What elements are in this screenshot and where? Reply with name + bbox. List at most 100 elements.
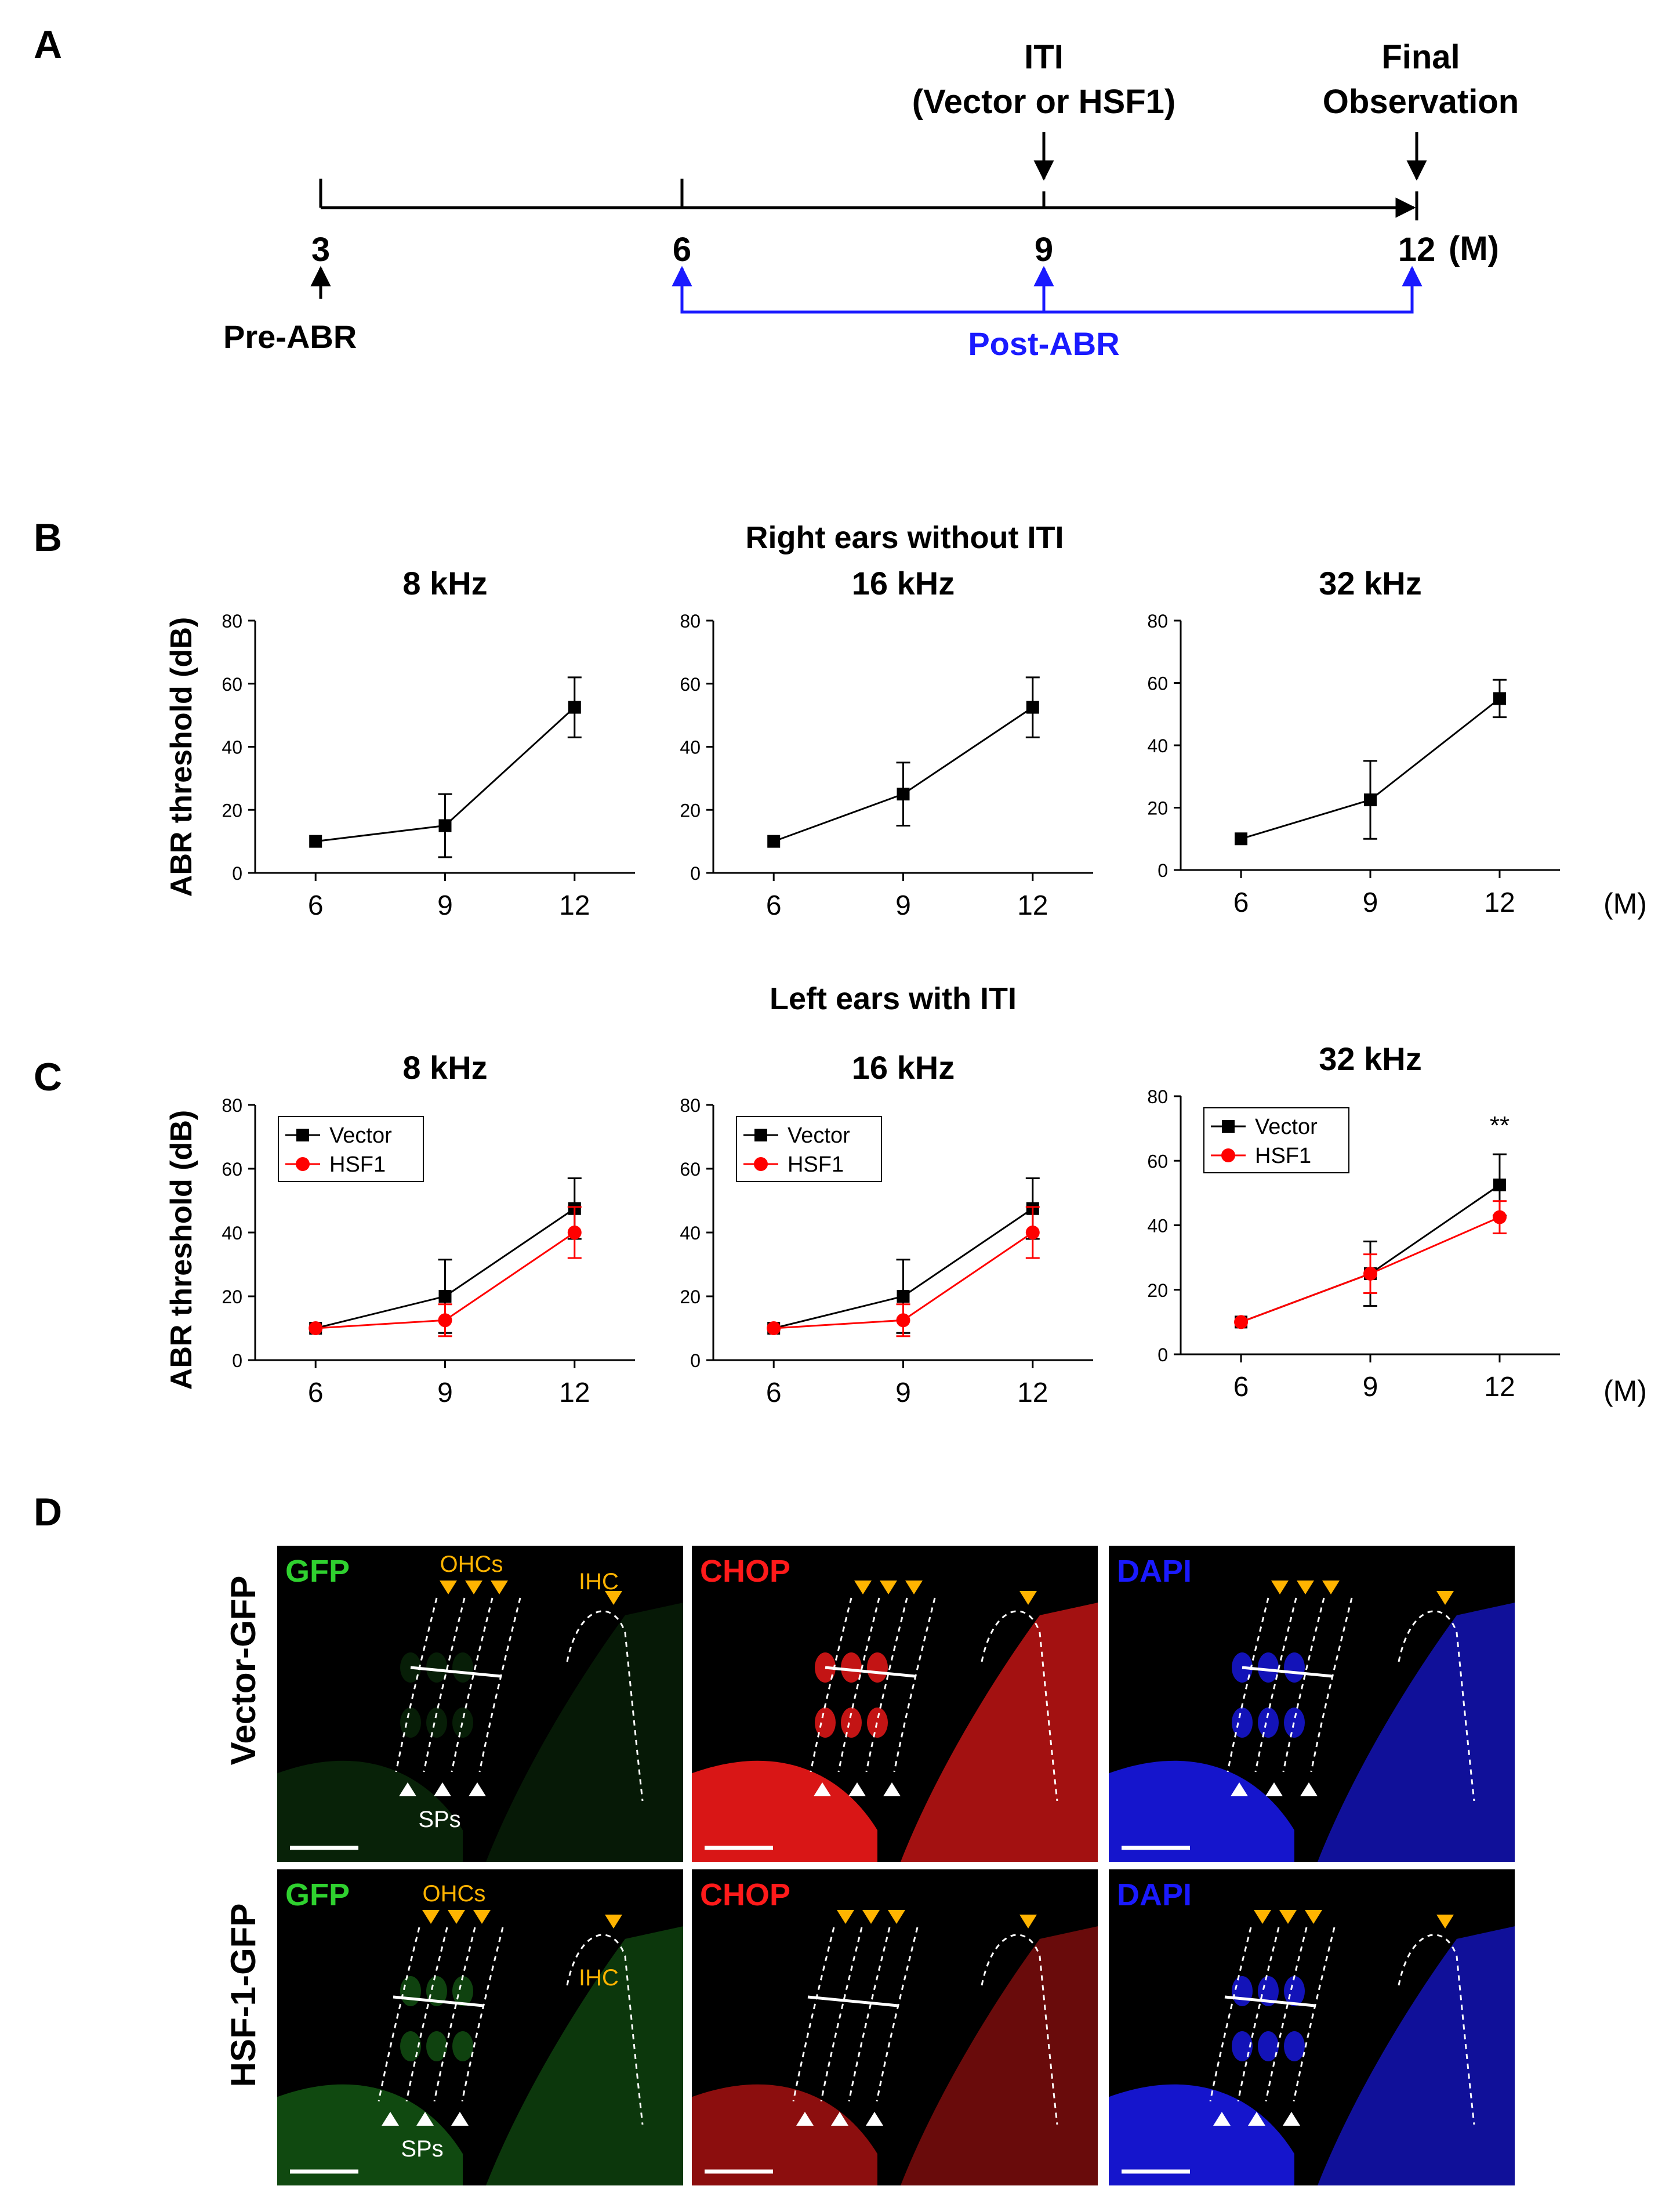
x-tick-label: 6: [766, 890, 782, 921]
cell-outline: [837, 1597, 880, 1772]
legend-marker: [296, 1129, 309, 1141]
tissue-region: [1109, 1760, 1294, 1862]
micrograph-gfp-vector: GFP OHCs IHC SPs: [277, 1546, 683, 1862]
y-tick-label: 0: [690, 863, 701, 884]
data-point: [767, 835, 781, 848]
post-abr-label: Post-ABR: [968, 325, 1119, 362]
ihc-marker: [1019, 1591, 1037, 1605]
post-abr-bracket: [680, 278, 1414, 314]
ohc-marker: [1297, 1581, 1314, 1594]
sp-marker: [1213, 2112, 1231, 2126]
y-tick-label: 40: [1147, 1216, 1168, 1237]
y-tick-label: 0: [1158, 1344, 1168, 1365]
ohc-marker: [862, 1910, 880, 1924]
cell-outline: [848, 1927, 891, 2102]
cell-body: [1284, 2031, 1305, 2061]
row-c-title: Left ears with ITI: [770, 981, 1017, 1016]
ohc-marker: [1254, 1910, 1271, 1924]
y-tick-label: 40: [222, 737, 242, 758]
cell-body: [1284, 1708, 1305, 1738]
y-tick-label: 60: [222, 674, 242, 695]
ihc-outline: [981, 1934, 1058, 2125]
x-tick-label: 6: [766, 1378, 782, 1408]
row-label-hsf1-gfp: HSF-1-GFP: [224, 1904, 263, 2087]
y-tick-label: 0: [690, 1350, 701, 1371]
row-label-vector-gfp: Vector-GFP: [224, 1576, 263, 1766]
measure-line: [393, 1995, 484, 2007]
cell-outline: [378, 1927, 420, 2102]
sps-label: SPs: [401, 2136, 443, 2162]
x-unit-c: (M): [1603, 1375, 1647, 1407]
row-b-title: Right ears without ITI: [746, 520, 1064, 555]
sp-marker: [1231, 1782, 1248, 1796]
ihc-marker: [1436, 1915, 1454, 1929]
cell-body: [867, 1708, 888, 1738]
sp-marker: [796, 2112, 814, 2126]
x-tick-label: 6: [1233, 887, 1249, 918]
y-tick-label: 40: [1147, 735, 1168, 756]
y-tick-label: 40: [680, 1223, 701, 1244]
cell-body: [400, 1976, 421, 2006]
legend-label: Vector: [788, 1123, 850, 1148]
cell-body: [1232, 1976, 1253, 2006]
chart-title: 32 kHz: [1319, 1041, 1421, 1077]
y-tick-label: 80: [1147, 611, 1168, 632]
sp-marker: [1300, 1782, 1318, 1796]
chart-32khz-left: 32 kHz 0 20 40 60 80 6 9 12 Vector HSF1 **: [1147, 1041, 1560, 1402]
data-point: [438, 1313, 452, 1328]
ohc-marker: [1279, 1910, 1297, 1924]
measure-line: [1224, 1995, 1315, 2007]
cell-outline: [1209, 1927, 1252, 2102]
tissue-region: [1318, 1603, 1515, 1862]
y-tick-label: 20: [222, 1286, 242, 1307]
data-point: [767, 1321, 781, 1335]
ihc-marker: [1019, 1915, 1037, 1929]
data-point: [438, 819, 452, 832]
y-tick-label: 40: [680, 737, 701, 758]
x-tick-label: 6: [1233, 1372, 1249, 1402]
cell-outline: [433, 1927, 476, 2102]
channel-label: CHOP: [700, 1554, 790, 1589]
ihc-outline: [981, 1610, 1058, 1801]
tissue-region: [486, 1603, 683, 1862]
final-label-line1: Final: [1381, 38, 1460, 76]
channel-label: DAPI: [1117, 1554, 1192, 1589]
legend-label: HSF1: [788, 1152, 844, 1177]
data-point: [897, 1290, 910, 1303]
ihc-label: IHC: [579, 1965, 619, 1991]
y-axis-label-b: ABR threshold (dB): [165, 617, 198, 897]
cell-body: [426, 1708, 447, 1738]
cell-outline: [1293, 1927, 1336, 2102]
cell-outline: [423, 1597, 466, 1772]
timeline-label-9: 9: [1035, 231, 1053, 269]
x-tick-label: 6: [308, 890, 324, 921]
cell-body: [452, 1652, 473, 1683]
ohc-marker: [1305, 1910, 1322, 1924]
ohc-marker: [880, 1581, 897, 1594]
ihc-marker: [605, 1915, 622, 1929]
sp-marker: [1283, 2112, 1300, 2126]
channel-label: GFP: [285, 1554, 350, 1589]
data-point: [1234, 1315, 1249, 1329]
measure-line: [1242, 1666, 1333, 1678]
cell-body: [1258, 1976, 1279, 2006]
data-point: [1493, 1178, 1506, 1191]
x-tick-label: 12: [1484, 887, 1515, 918]
sp-marker: [382, 2112, 399, 2126]
cell-outline: [1282, 1597, 1325, 1772]
y-axis-label-c: ABR threshold (dB): [165, 1110, 198, 1390]
channel-label: DAPI: [1117, 1877, 1192, 1912]
cell-body: [426, 1652, 447, 1683]
panel-letter-d: D: [34, 1490, 62, 1534]
ohc-marker: [837, 1910, 854, 1924]
cell-outline: [405, 1927, 448, 2102]
ihc-outline: [566, 1934, 644, 2125]
iti-label-line1: ITI: [1024, 38, 1064, 76]
cell-body: [1284, 1652, 1305, 1683]
cell-outline: [478, 1597, 521, 1772]
measure-line: [807, 1995, 898, 2007]
micrograph-chop-vector: CHOP: [692, 1546, 1098, 1862]
sp-marker: [469, 1782, 486, 1796]
pre-abr-label: Pre-ABR: [223, 318, 357, 355]
measure-line: [410, 1666, 501, 1678]
